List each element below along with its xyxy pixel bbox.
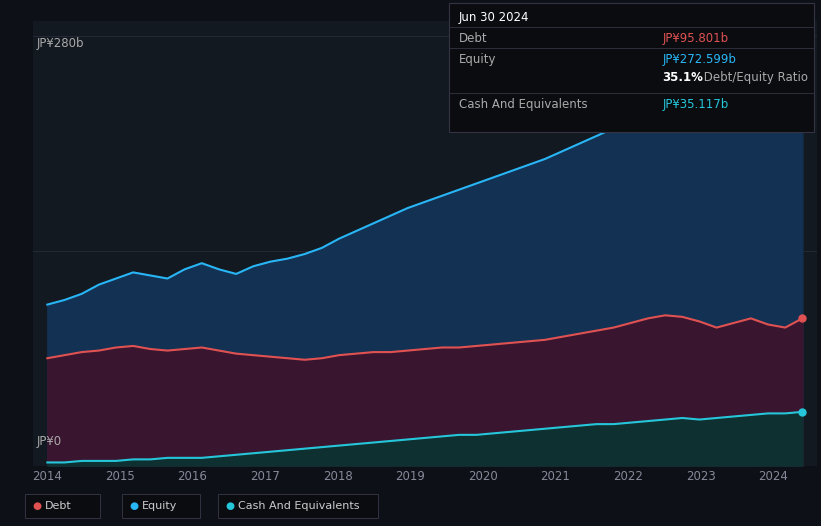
Text: Jun 30 2024: Jun 30 2024 [459, 11, 530, 24]
Text: Cash And Equivalents: Cash And Equivalents [238, 501, 360, 511]
Text: Debt/Equity Ratio: Debt/Equity Ratio [700, 72, 809, 84]
Text: ●: ● [226, 501, 235, 511]
Text: Debt: Debt [45, 501, 72, 511]
Text: JP¥272.599b: JP¥272.599b [663, 53, 736, 66]
Text: Debt: Debt [459, 32, 488, 45]
Text: ●: ● [33, 501, 42, 511]
Text: Equity: Equity [459, 53, 497, 66]
Text: Cash And Equivalents: Cash And Equivalents [459, 98, 588, 110]
Text: ●: ● [130, 501, 139, 511]
Text: JP¥95.801b: JP¥95.801b [663, 32, 729, 45]
Text: Equity: Equity [142, 501, 177, 511]
Text: JP¥0: JP¥0 [37, 434, 62, 448]
Text: JP¥35.117b: JP¥35.117b [663, 98, 729, 110]
Text: 35.1%: 35.1% [663, 72, 704, 84]
Text: JP¥280b: JP¥280b [37, 37, 85, 49]
